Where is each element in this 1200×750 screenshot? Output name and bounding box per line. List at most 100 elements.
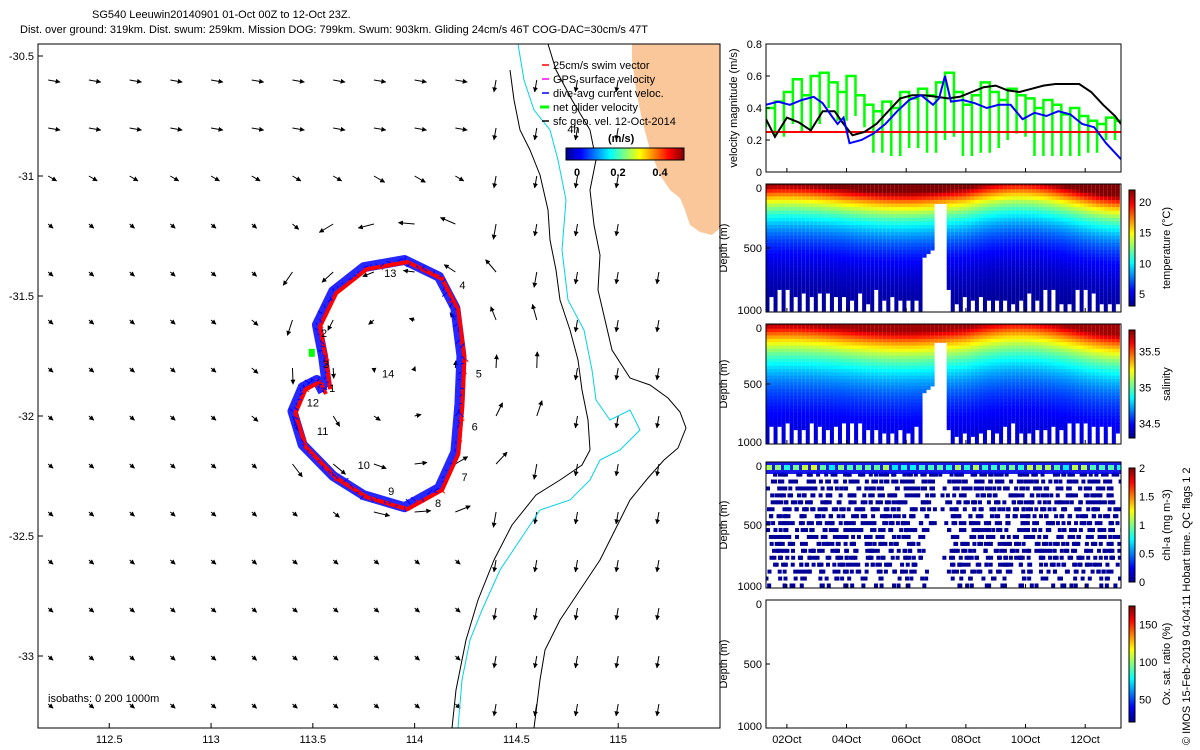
temperature-sample bbox=[862, 192, 867, 197]
salinity-sample bbox=[966, 409, 971, 414]
temperature-sample bbox=[1067, 242, 1072, 247]
salinity-sample bbox=[846, 429, 851, 434]
temperature-sample bbox=[825, 228, 830, 233]
temperature-sample bbox=[886, 207, 891, 212]
salinity-sample bbox=[950, 395, 955, 400]
salinity-sample bbox=[862, 372, 867, 377]
temperature-sample bbox=[1111, 239, 1116, 244]
temperature-sample bbox=[1059, 185, 1064, 190]
temperature-sample bbox=[854, 260, 859, 265]
salinity-sample bbox=[882, 338, 887, 343]
temperature-sample bbox=[870, 246, 875, 251]
temperature-sample bbox=[833, 268, 838, 273]
salinity-sample bbox=[797, 399, 802, 404]
temperature-sample bbox=[821, 300, 826, 305]
salinity-sample bbox=[922, 352, 927, 357]
temperature-sample bbox=[858, 285, 863, 290]
temperature-sample bbox=[982, 192, 987, 197]
geo-arrow bbox=[292, 463, 303, 478]
temperature-sample bbox=[991, 199, 996, 204]
salinity-sample bbox=[850, 385, 855, 390]
salinity-sample bbox=[862, 412, 867, 417]
map-colorbar-tick-1: 0.2 bbox=[610, 167, 625, 179]
track-swim-vector bbox=[452, 461, 456, 467]
temperature-sample bbox=[950, 275, 955, 280]
temperature-sample bbox=[1031, 235, 1036, 240]
temperature-sample bbox=[789, 203, 794, 208]
temperature-sample bbox=[1075, 253, 1080, 258]
temperature-sample bbox=[1079, 228, 1084, 233]
temperature-sample bbox=[866, 282, 871, 287]
salinity-sample bbox=[886, 426, 891, 431]
temperature-sample bbox=[809, 264, 814, 269]
temperature-sample bbox=[866, 214, 871, 219]
temperature-sample bbox=[882, 192, 887, 197]
temperature-sample bbox=[854, 184, 859, 186]
geo-arrow bbox=[129, 703, 135, 709]
salinity-sample bbox=[870, 406, 875, 410]
temperature-sample bbox=[1055, 228, 1060, 233]
temperature-sample bbox=[817, 235, 822, 240]
geo-arrow bbox=[47, 511, 54, 517]
geo-arrow bbox=[251, 559, 258, 565]
salinity-sample bbox=[766, 436, 770, 441]
temperature-sample bbox=[773, 214, 778, 219]
temperature-sample bbox=[1079, 300, 1084, 305]
temperature-sample bbox=[821, 303, 826, 308]
temperature-sample bbox=[1099, 207, 1104, 212]
temperature-sample bbox=[1103, 185, 1108, 190]
temperature-sample bbox=[995, 228, 1000, 233]
temperature-sample bbox=[974, 257, 979, 262]
salinity-sample bbox=[862, 402, 867, 407]
temperature-sample bbox=[842, 221, 847, 226]
salinity-sample bbox=[894, 325, 899, 330]
salinity-sample bbox=[898, 338, 903, 343]
temperature-sample bbox=[974, 184, 979, 186]
salinity-sample bbox=[902, 419, 907, 424]
geo-arrow bbox=[292, 78, 305, 84]
geo-arrow bbox=[492, 703, 498, 717]
map-colorbar-tick-0: 0 bbox=[574, 167, 580, 179]
salinity-sample bbox=[837, 392, 842, 397]
temperature-sample bbox=[938, 192, 943, 197]
temperature-sample bbox=[805, 189, 810, 194]
salinity-sample bbox=[910, 338, 915, 343]
temperature-sample bbox=[837, 203, 842, 208]
salinity-sample bbox=[946, 372, 951, 377]
salinity-sample bbox=[829, 352, 834, 357]
temperature-sample bbox=[978, 210, 983, 215]
salinity-sample bbox=[882, 345, 887, 350]
coastline bbox=[533, 44, 687, 728]
temperature-sample bbox=[825, 192, 830, 197]
temperature-sample bbox=[1067, 257, 1072, 262]
temperature-sample bbox=[918, 260, 923, 265]
temperature-sample bbox=[842, 250, 847, 255]
temperature-sample bbox=[886, 278, 891, 283]
temperature-sample bbox=[1023, 199, 1028, 204]
temperature-sample bbox=[1095, 210, 1100, 215]
temperature-sample bbox=[882, 260, 887, 265]
temperature-sample bbox=[1107, 228, 1112, 233]
track-swim-vector bbox=[305, 388, 310, 393]
geo-arrow bbox=[88, 511, 95, 517]
temperature-sample bbox=[766, 285, 770, 290]
temperature-sample bbox=[1023, 242, 1028, 247]
temperature-sample bbox=[805, 210, 810, 215]
temperature-sample bbox=[1003, 203, 1008, 208]
temperature-sample bbox=[1039, 199, 1044, 204]
temperature-sample bbox=[793, 228, 798, 233]
temperature-sample bbox=[781, 278, 786, 283]
temperature-sample bbox=[773, 260, 778, 265]
temperature-sample bbox=[833, 257, 838, 262]
salinity-sample bbox=[797, 389, 802, 394]
temperature-sample bbox=[821, 199, 826, 204]
salinity-sample bbox=[866, 335, 871, 340]
salinity-sample bbox=[894, 328, 899, 333]
temperature-sample bbox=[854, 192, 859, 197]
temperature-sample bbox=[1015, 196, 1020, 201]
salinity-sample bbox=[886, 335, 891, 340]
temperature-sample bbox=[898, 246, 903, 251]
temperature-sample bbox=[974, 192, 979, 197]
temperature-sample bbox=[958, 232, 963, 237]
temperature-sample bbox=[962, 282, 967, 287]
